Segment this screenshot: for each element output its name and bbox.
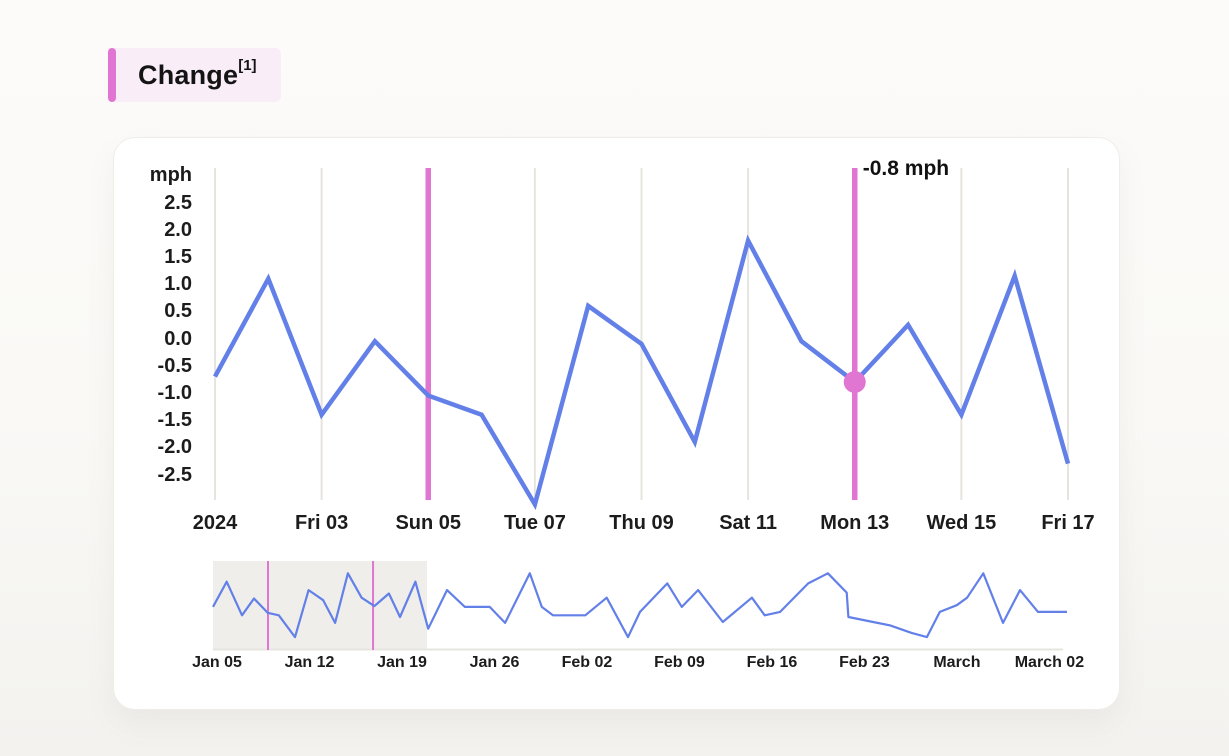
overview-tick-label: Jan 05 — [192, 654, 242, 671]
y-tick-label: -1.5 — [157, 409, 192, 432]
y-tick-label: 0.0 — [164, 327, 192, 350]
x-tick-label: Sat 11 — [719, 512, 778, 534]
overview-tick-label: Feb 09 — [654, 654, 705, 671]
y-tick-label: -1.0 — [157, 381, 192, 404]
overview-tick-label: Feb 23 — [839, 654, 890, 671]
overview-tick-label: Feb 16 — [746, 654, 798, 671]
overview-tick-label: March 02 — [1014, 654, 1085, 671]
overview-tick-label: Jan 19 — [377, 654, 427, 671]
x-tick-label: Sun 05 — [395, 512, 462, 534]
y-tick-label: 2.0 — [164, 218, 192, 241]
overview-tick-label: Jan 12 — [284, 654, 335, 671]
x-tick-label: Mon 13 — [820, 512, 890, 534]
overview-tick-label: Feb 02 — [561, 654, 613, 671]
y-tick-label: -2.0 — [157, 436, 192, 459]
overview-series-line — [212, 572, 1067, 639]
y-axis-unit-label: mph — [149, 164, 192, 186]
page-title: Change — [138, 59, 239, 90]
x-tick-label: Fri 03 — [294, 512, 349, 534]
x-tick-label: Thu 09 — [609, 512, 674, 534]
y-tick-label: 0.5 — [164, 300, 192, 323]
main-chart-plot-area[interactable] — [215, 168, 1068, 500]
marker-dot — [843, 371, 866, 394]
marker-value-label: -0.8 mph — [862, 157, 950, 180]
x-tick-label: Tue 07 — [503, 512, 566, 534]
overview-tick-label: March — [933, 654, 981, 671]
main-series-line — [213, 234, 1071, 511]
y-tick-label: 1.5 — [164, 245, 192, 268]
y-tick-label: 1.0 — [164, 273, 192, 296]
title-accent-bar — [108, 48, 116, 102]
y-tick-label: 2.5 — [164, 191, 192, 214]
overview-plot-area[interactable] — [213, 561, 1067, 650]
section-title-chip: Change [1] — [108, 48, 281, 102]
x-tick-label: Wed 15 — [926, 512, 997, 534]
y-tick-label: -2.5 — [157, 463, 192, 486]
x-tick-label: Fri 17 — [1041, 512, 1095, 534]
x-tick-label: 2024 — [192, 512, 238, 534]
overview-tick-label: Jan 26 — [469, 654, 520, 671]
title-superscript: [1] — [238, 56, 257, 74]
y-tick-label: -0.5 — [157, 354, 192, 377]
